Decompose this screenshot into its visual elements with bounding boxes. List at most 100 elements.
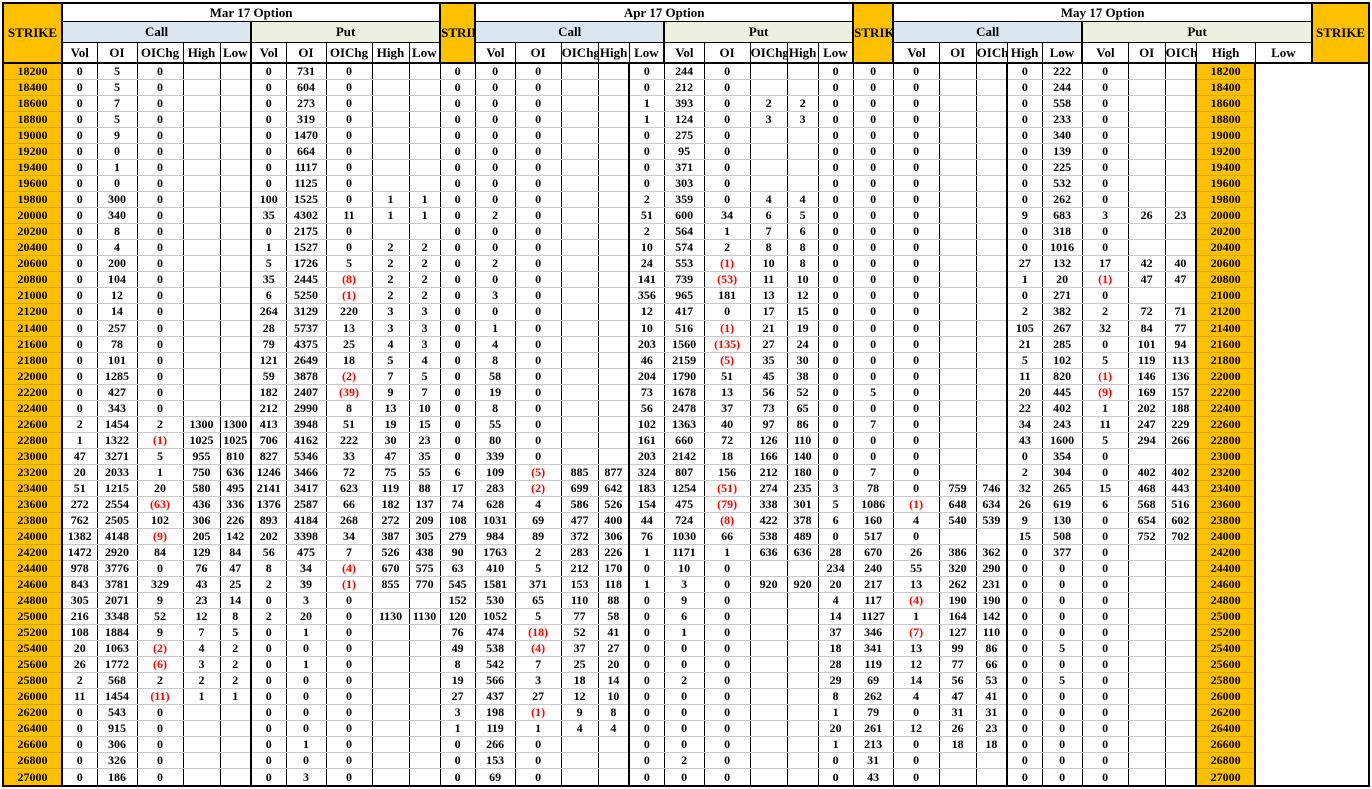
strike-label-cell[interactable]: 24600 bbox=[2, 576, 63, 594]
apr-put-oi-cell[interactable]: 393 bbox=[664, 95, 705, 113]
apr-put-oi-cell[interactable]: 0 bbox=[664, 640, 705, 658]
mar-call-vol-cell[interactable]: 2 bbox=[62, 416, 98, 433]
may-call-oi-cell[interactable]: 0 bbox=[853, 239, 894, 257]
may-call-vol-cell[interactable]: 0 bbox=[818, 95, 854, 113]
mar-call-low-cell[interactable] bbox=[220, 287, 252, 305]
strike-label-cell[interactable]: 19000 bbox=[2, 127, 63, 145]
mar-call-oichg-cell[interactable]: 2 bbox=[137, 416, 184, 433]
may-call-vol-cell[interactable]: 6 bbox=[818, 512, 854, 529]
apr-put-oi-cell[interactable]: 212 bbox=[664, 79, 705, 97]
apr-call-high-cell[interactable] bbox=[561, 287, 599, 305]
apr-call-low-cell[interactable]: 14 bbox=[598, 672, 630, 690]
mar-call-oichg-cell[interactable]: 20 bbox=[137, 480, 184, 497]
apr-put-high-cell[interactable] bbox=[750, 656, 788, 674]
may-call-vol-cell[interactable]: 0 bbox=[818, 303, 854, 321]
mar-call-oi-cell[interactable]: 5 bbox=[97, 79, 138, 97]
apr-call-high-cell[interactable]: 77 bbox=[561, 608, 599, 626]
may-put-oi-cell[interactable]: 132 bbox=[1042, 255, 1083, 273]
mar-call-oichg-cell[interactable]: 0 bbox=[137, 143, 184, 161]
may-call-low-cell[interactable]: 110 bbox=[976, 624, 1008, 642]
apr-put-low-cell[interactable] bbox=[787, 704, 819, 722]
may-call-high-cell[interactable] bbox=[939, 352, 977, 369]
apr-put-oichg-cell[interactable]: 0 bbox=[704, 752, 751, 770]
mar-call-vol-cell[interactable]: 1472 bbox=[62, 544, 98, 561]
mar-put-high-cell[interactable] bbox=[372, 752, 410, 770]
may-put-low-cell[interactable] bbox=[1165, 79, 1197, 97]
apr-put-oi-cell[interactable]: 0 bbox=[664, 736, 705, 754]
mar-call-high-cell[interactable] bbox=[183, 384, 221, 401]
may-call-oi-cell[interactable]: 213 bbox=[853, 736, 894, 754]
mar-call-oi-cell[interactable]: 0 bbox=[97, 143, 138, 161]
may-put-oi-cell[interactable]: 0 bbox=[1042, 720, 1083, 738]
mar-put-high-cell[interactable]: 387 bbox=[372, 528, 410, 545]
apr-call-low-cell[interactable] bbox=[598, 95, 630, 113]
mar-put-oichg-cell[interactable]: (39) bbox=[326, 384, 373, 401]
mar-put-vol-cell[interactable]: 0 bbox=[250, 159, 287, 177]
apr-call-vol-cell[interactable]: 0 bbox=[440, 207, 476, 225]
apr-call-high-cell[interactable]: 212 bbox=[561, 560, 599, 578]
apr-put-oichg-cell[interactable]: 0 bbox=[704, 303, 751, 321]
mar-call-oi-cell[interactable]: 1 bbox=[97, 159, 138, 177]
may-put-high-cell[interactable] bbox=[1128, 656, 1166, 674]
mar-put-high-cell[interactable]: 526 bbox=[372, 544, 410, 561]
apr-call-high-cell[interactable] bbox=[561, 352, 599, 369]
may-put-low-cell[interactable]: 402 bbox=[1165, 464, 1197, 481]
mar-call-oichg-cell[interactable]: 0 bbox=[137, 704, 184, 722]
may-call-low-cell[interactable]: 634 bbox=[976, 496, 1008, 513]
mar-call-oichg-cell[interactable]: 0 bbox=[137, 752, 184, 770]
may-put-vol-cell[interactable]: 0 bbox=[1006, 79, 1043, 97]
apr-call-oichg-cell[interactable]: 0 bbox=[515, 143, 562, 161]
mar-call-high-cell[interactable]: 43 bbox=[183, 576, 221, 594]
may-call-low-cell[interactable]: 190 bbox=[976, 592, 1008, 610]
may-put-high-cell[interactable] bbox=[1128, 592, 1166, 610]
mar-call-oi-cell[interactable]: 101 bbox=[97, 352, 138, 369]
apr-put-low-cell[interactable]: 12 bbox=[787, 287, 819, 305]
mar-call-vol-cell[interactable]: 305 bbox=[62, 592, 98, 610]
may-put-low-cell[interactable] bbox=[1165, 720, 1197, 738]
may-call-oi-cell[interactable]: 0 bbox=[853, 159, 894, 177]
mar-call-vol-cell[interactable]: 0 bbox=[62, 111, 98, 129]
apr-call-low-cell[interactable]: 27 bbox=[598, 640, 630, 658]
mar-call-oichg-cell[interactable]: (9) bbox=[137, 528, 184, 545]
strike-label-cell[interactable]: 20800 bbox=[2, 271, 63, 289]
may-put-low-cell[interactable] bbox=[1165, 544, 1197, 561]
apr-put-oi-cell[interactable]: 1678 bbox=[664, 384, 705, 401]
mar-put-high-cell[interactable] bbox=[372, 704, 410, 722]
mar-put-vol-cell[interactable]: 1376 bbox=[250, 496, 287, 513]
apr-call-low-cell[interactable] bbox=[598, 448, 630, 465]
may-call-vol-cell[interactable]: 20 bbox=[818, 576, 854, 594]
apr-call-low-cell[interactable] bbox=[598, 79, 630, 97]
apr-put-high-cell[interactable] bbox=[750, 63, 788, 81]
mar-call-high-cell[interactable] bbox=[183, 111, 221, 129]
mar-put-vol-cell[interactable]: 5 bbox=[250, 255, 287, 273]
mar-put-oi-cell[interactable]: 2587 bbox=[286, 496, 327, 513]
mar-call-oi-cell[interactable]: 2033 bbox=[97, 464, 138, 481]
apr-put-vol-cell[interactable]: 0 bbox=[628, 175, 665, 193]
mar-put-low-cell[interactable] bbox=[409, 159, 441, 177]
strike-label-cell-right[interactable]: 21400 bbox=[1195, 320, 1257, 337]
apr-call-oichg-cell[interactable]: 69 bbox=[515, 512, 562, 529]
apr-put-vol-cell[interactable]: 203 bbox=[628, 448, 665, 465]
may-put-high-cell[interactable] bbox=[1128, 720, 1166, 738]
may-call-low-cell[interactable] bbox=[976, 239, 1008, 257]
apr-call-low-cell[interactable] bbox=[598, 768, 630, 787]
apr-put-oi-cell[interactable]: 0 bbox=[664, 768, 705, 787]
may-call-high-cell[interactable] bbox=[939, 384, 977, 401]
may-put-oi-cell[interactable]: 5 bbox=[1042, 640, 1083, 658]
mar-put-high-cell[interactable]: 182 bbox=[372, 496, 410, 513]
apr-call-high-cell[interactable] bbox=[561, 239, 599, 257]
may-put-oi-cell[interactable]: 243 bbox=[1042, 416, 1083, 433]
mar-call-oichg-cell[interactable]: 0 bbox=[137, 320, 184, 337]
apr-put-oichg-cell[interactable]: 0 bbox=[704, 127, 751, 145]
mar-put-low-cell[interactable] bbox=[409, 688, 441, 706]
may-call-oichg-cell[interactable]: 0 bbox=[893, 528, 940, 545]
apr-call-oi-cell[interactable]: 0 bbox=[475, 175, 516, 193]
apr-call-vol-cell[interactable]: 0 bbox=[440, 271, 476, 289]
may-call-vol-cell[interactable]: 37 bbox=[818, 624, 854, 642]
may-call-low-cell[interactable] bbox=[976, 271, 1008, 289]
mar-put-high-cell[interactable] bbox=[372, 79, 410, 97]
may-call-oi-cell[interactable]: 43 bbox=[853, 768, 894, 787]
may-call-oichg-cell[interactable]: 0 bbox=[893, 336, 940, 353]
may-call-low-cell[interactable] bbox=[976, 143, 1008, 161]
strike-label-cell-right[interactable]: 20200 bbox=[1195, 223, 1257, 241]
